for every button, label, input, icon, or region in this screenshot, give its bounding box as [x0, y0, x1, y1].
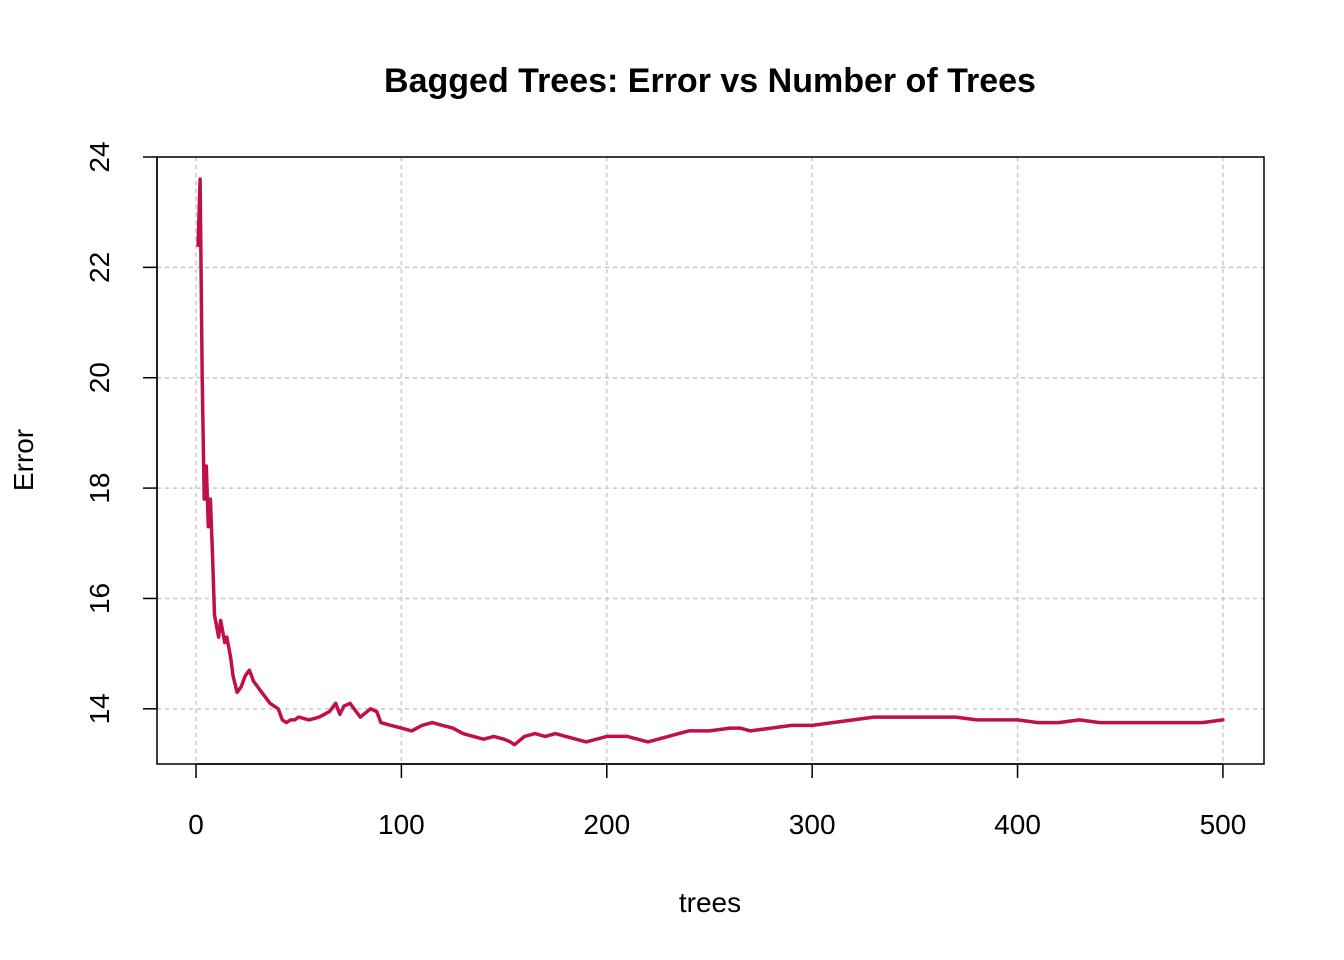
grid-lines: [157, 156, 1264, 764]
y-tick-label: 22: [84, 252, 115, 283]
y-tick-label: 16: [84, 583, 115, 614]
chart-title: Bagged Trees: Error vs Number of Trees: [384, 62, 1036, 100]
y-tick-label: 24: [84, 141, 115, 172]
y-axis-label: Error: [8, 429, 39, 491]
series-layer: [196, 177, 1225, 747]
x-tick-label: 300: [789, 809, 836, 840]
x-tick-label: 0: [188, 809, 204, 840]
x-tick-label: 500: [1200, 809, 1247, 840]
y-tick-label: 14: [84, 693, 115, 724]
x-axis-label: trees: [679, 887, 741, 918]
y-tick-label: 18: [84, 473, 115, 504]
x-tick-label: 100: [378, 809, 425, 840]
y-axis: 14 16 18 20 22 24: [84, 141, 158, 724]
y-tick-label: 20: [84, 362, 115, 393]
x-tick-label: 200: [583, 809, 630, 840]
error-series-line: [196, 177, 1225, 747]
x-tick-label: 400: [994, 809, 1041, 840]
plot-frame: [156, 156, 1265, 765]
x-axis: 0 100 200 300 400 500: [188, 763, 1247, 840]
